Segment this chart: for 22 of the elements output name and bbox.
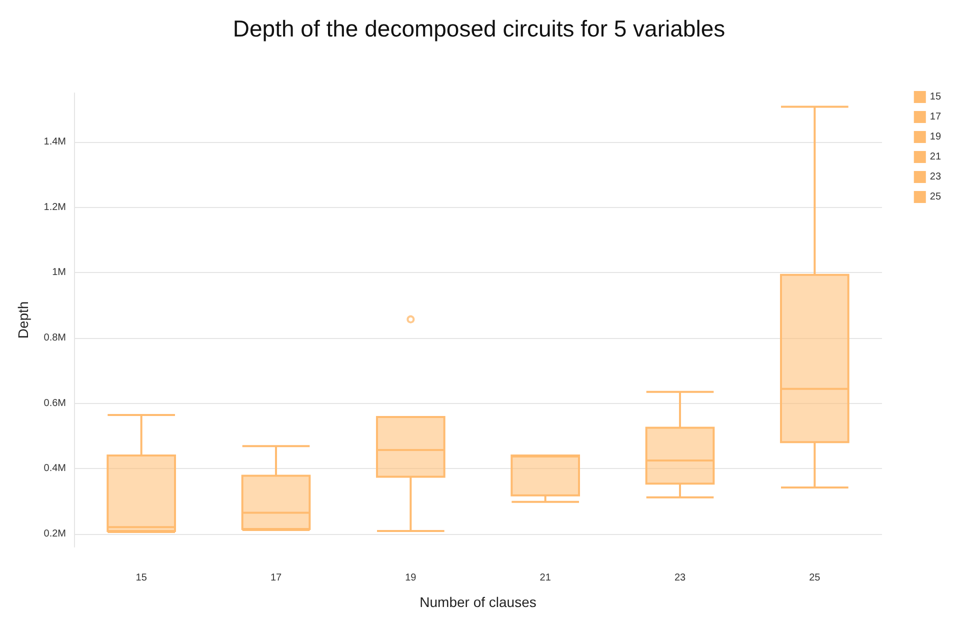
y-tick-label: 1M <box>52 267 66 278</box>
x-tick-label: 23 <box>674 572 686 584</box>
y-tick-label: 1.4M <box>44 136 66 148</box>
chart-title: Depth of the decomposed circuits for 5 variables <box>232 16 726 42</box>
legend-label: 21 <box>930 152 942 162</box>
legend-label: 25 <box>930 192 942 202</box>
legend-label: 19 <box>930 132 942 142</box>
legend-label: 23 <box>930 172 942 182</box>
y-axis-title: Depth <box>15 301 31 339</box>
legend-label: 17 <box>930 112 942 122</box>
x-tick-label: 19 <box>405 572 417 584</box>
x-tick-label: 21 <box>540 572 552 584</box>
y-tick-label: 1.2M <box>44 202 66 213</box>
y-tick-label: 0.4M <box>44 463 66 474</box>
x-tick-label: 17 <box>270 572 282 584</box>
x-tick-label: 15 <box>136 572 148 584</box>
y-tick-label: 0.2M <box>44 528 66 540</box>
legend-label: 15 <box>930 92 942 102</box>
y-tick-label: 0.8M <box>44 332 66 344</box>
x-tick-label: 25 <box>809 572 821 584</box>
y-tick-label: 0.6M <box>44 398 66 409</box>
x-axis-title: Number of clauses <box>420 594 536 610</box>
